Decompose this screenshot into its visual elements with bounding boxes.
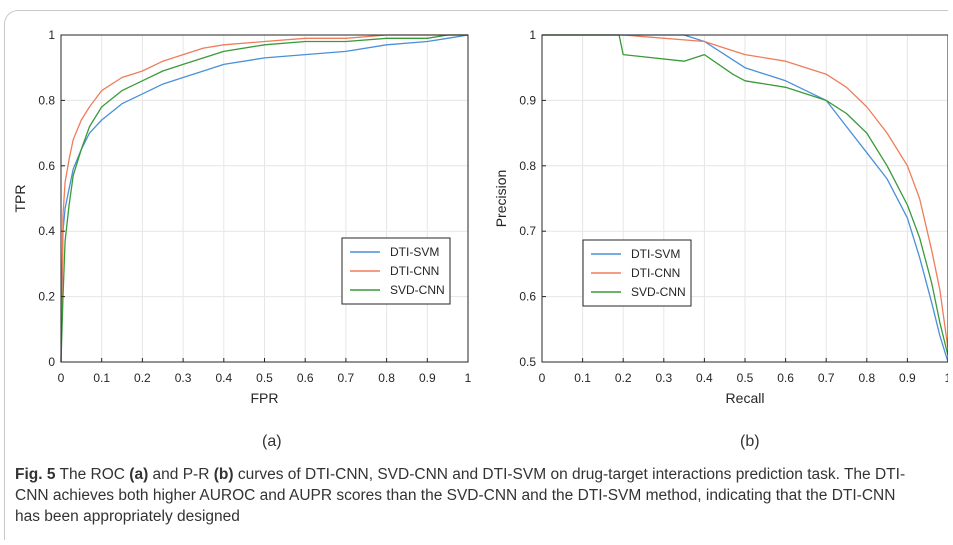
- y-tick-label-4: 0.8: [38, 93, 55, 107]
- y-tick-label-3: 0.6: [38, 159, 55, 173]
- x-tick-label-9: 0.9: [419, 371, 436, 385]
- x-tick-label-0: 0: [539, 371, 546, 385]
- x-tick-label-5: 0.5: [737, 371, 754, 385]
- x-tick-label-3: 0.3: [655, 371, 672, 385]
- y-tick-label-0: 0.5: [519, 355, 536, 369]
- series-line-dti-cnn: [60, 34, 468, 363]
- y-axis-label: TPR: [12, 185, 28, 213]
- x-tick-label-8: 0.8: [378, 371, 395, 385]
- panel-label-b: (b): [740, 433, 760, 450]
- x-tick-label-6: 0.6: [297, 371, 314, 385]
- figure: 0 0.1 0.2 0.3 0.4 0.5 0.6 0.7 0.8 0.9 1 0 0.2 0.4 0.6 0…: [4, 10, 948, 540]
- x-tick-label-6: 0.6: [777, 371, 794, 385]
- x-tick-label-9: 0.9: [899, 371, 916, 385]
- caption-part1: The ROC: [55, 466, 130, 483]
- legend-label-dti-cnn: DTI-CNN: [390, 264, 439, 278]
- series-line-svd-cnn: [542, 34, 948, 356]
- y-tick-label-2: 0.7: [519, 224, 536, 238]
- x-tick-label-2: 0.2: [134, 371, 151, 385]
- y-axis-label: Precision: [493, 170, 509, 228]
- legend-label-svd-cnn: SVD-CNN: [631, 285, 686, 299]
- y-tick-label-5: 1: [529, 28, 536, 42]
- series-line-dti-svm: [542, 34, 948, 363]
- x-tick-label-0: 0: [58, 371, 65, 385]
- caption-part3: curves of DTI-CNN, SVD-CNN and DTI-SVM o…: [15, 466, 906, 525]
- x-tick-label-1: 0.1: [574, 371, 591, 385]
- x-tick-label-8: 0.8: [858, 371, 875, 385]
- y-tick-label-1: 0.2: [38, 290, 55, 304]
- x-tick-label-5: 0.5: [256, 371, 273, 385]
- x-axis-label: Recall: [726, 390, 765, 406]
- caption-label: Fig. 5: [15, 466, 56, 483]
- y-tick-label-4: 0.9: [519, 93, 536, 107]
- caption-part2: and P-R: [148, 466, 214, 483]
- figure-frame: [4, 10, 948, 540]
- caption-ref-b: (b): [213, 466, 234, 483]
- y-tick-label-1: 0.6: [519, 290, 536, 304]
- series-line-dti-cnn: [542, 34, 948, 349]
- x-tick-label-10: 1: [465, 371, 472, 385]
- legend-label-svd-cnn: SVD-CNN: [390, 283, 445, 297]
- legend-label-dti-cnn: DTI-CNN: [631, 266, 680, 280]
- legend-label-dti-svm: DTI-SVM: [631, 247, 680, 261]
- panel-label-a: (a): [262, 433, 282, 450]
- y-tick-label-3: 0.8: [519, 159, 536, 173]
- figure-caption: Fig. 5 The ROC (a) and P-R (b) curves of…: [15, 464, 915, 527]
- y-tick-label-2: 0.4: [38, 224, 55, 238]
- x-axis-label: FPR: [251, 390, 279, 406]
- x-tick-label-7: 0.7: [818, 371, 835, 385]
- x-tick-label-10: 1: [945, 371, 948, 385]
- caption-ref-a: (a): [129, 466, 149, 483]
- roc-chart: 0 0.1 0.2 0.3 0.4 0.5 0.6 0.7 0.8 0.9 1 0 0.2 0.4 0.6 0…: [12, 28, 472, 406]
- y-tick-label-5: 1: [48, 28, 55, 42]
- x-tick-label-3: 0.3: [175, 371, 192, 385]
- x-tick-label-2: 0.2: [615, 371, 632, 385]
- series-line-svd-cnn: [60, 34, 468, 363]
- legend-label-dti-svm: DTI-SVM: [390, 245, 439, 259]
- pr-chart: 0 0.1 0.2 0.3 0.4 0.5 0.6 0.7 0.8 0.9 1 0.5 0.6 0.7 0.…: [493, 28, 948, 406]
- y-tick-label-0: 0: [48, 355, 55, 369]
- x-tick-label-4: 0.4: [215, 371, 232, 385]
- x-tick-label-1: 0.1: [93, 371, 110, 385]
- x-tick-label-7: 0.7: [338, 371, 355, 385]
- x-tick-label-4: 0.4: [696, 371, 713, 385]
- series-line-dti-svm: [60, 34, 469, 363]
